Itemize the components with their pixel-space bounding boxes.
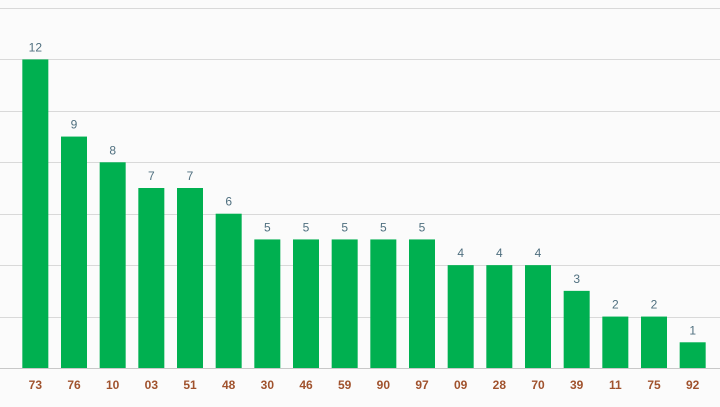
value-labels: 12 9 8 7 7 6 5 5 5 5 5 4 4 4 3 2 2 1 (29, 40, 697, 337)
value-label-30: 5 (264, 220, 271, 234)
bar-59[interactable] (331, 239, 358, 368)
value-label-59: 5 (341, 220, 348, 234)
bar-28[interactable] (486, 265, 513, 368)
value-label-73: 12 (29, 40, 43, 54)
value-label-48: 6 (225, 195, 232, 209)
category-label-73: 73 (29, 378, 43, 392)
category-labels: 73 76 10 03 51 48 30 46 59 90 97 09 28 70 39 11 75 92 (29, 378, 700, 392)
category-label-92: 92 (686, 378, 700, 392)
value-label-09: 4 (457, 246, 464, 260)
category-label-03: 03 (145, 378, 159, 392)
category-label-97: 97 (415, 378, 429, 392)
value-label-90: 5 (380, 220, 387, 234)
value-label-51: 7 (187, 169, 194, 183)
category-label-70: 70 (531, 378, 545, 392)
bar-90[interactable] (370, 239, 397, 368)
category-label-75: 75 (647, 378, 661, 392)
category-label-28: 28 (493, 378, 507, 392)
value-label-03: 7 (148, 169, 155, 183)
bar-10[interactable] (99, 162, 126, 368)
value-label-75: 2 (651, 298, 658, 312)
category-label-30: 30 (261, 378, 275, 392)
category-label-59: 59 (338, 378, 352, 392)
bars (22, 59, 706, 369)
value-label-39: 3 (573, 272, 580, 286)
bar-51[interactable] (177, 188, 203, 368)
value-label-97: 5 (419, 220, 426, 234)
bar-92[interactable] (679, 342, 706, 368)
value-label-70: 4 (535, 246, 542, 260)
value-label-10: 8 (109, 143, 116, 157)
category-label-48: 48 (222, 378, 236, 392)
bar-70[interactable] (525, 265, 551, 368)
bar-30[interactable] (254, 239, 281, 368)
category-label-10: 10 (106, 378, 120, 392)
bar-73[interactable] (22, 59, 49, 369)
value-label-92: 1 (689, 323, 696, 337)
category-label-39: 39 (570, 378, 584, 392)
value-label-46: 5 (303, 220, 310, 234)
bar-09[interactable] (447, 265, 474, 368)
category-label-76: 76 (67, 378, 81, 392)
value-label-76: 9 (71, 118, 78, 132)
bar-76[interactable] (61, 136, 87, 368)
category-label-51: 51 (183, 378, 197, 392)
bar-75[interactable] (641, 316, 667, 368)
bar-11[interactable] (602, 316, 629, 368)
category-label-11: 11 (609, 378, 622, 392)
bar-97[interactable] (409, 239, 435, 368)
category-label-46: 46 (299, 378, 313, 392)
bar-48[interactable] (215, 213, 242, 368)
category-label-09: 09 (454, 378, 468, 392)
value-label-11: 2 (612, 298, 619, 312)
category-label-90: 90 (377, 378, 391, 392)
bar-03[interactable] (138, 188, 165, 368)
bar-39[interactable] (563, 290, 590, 368)
value-label-28: 4 (496, 246, 503, 260)
bar-46[interactable] (293, 239, 319, 368)
